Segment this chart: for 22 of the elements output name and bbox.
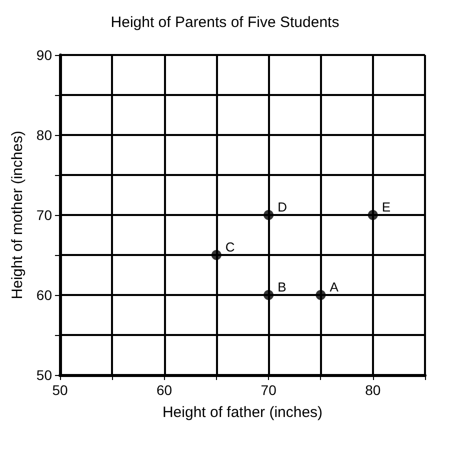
annotation: C: [225, 240, 235, 254]
x-tick-label: 80: [365, 382, 381, 398]
point: [211, 250, 222, 260]
annotation: A: [330, 280, 339, 294]
annotation: B: [278, 280, 286, 294]
chart-title: Height of Parents of Five Students: [110, 14, 340, 31]
y-tick-label: 70: [36, 207, 52, 223]
annotation: E: [382, 200, 391, 214]
y-tick-label: 50: [36, 367, 52, 383]
x-tick-label: 60: [156, 382, 172, 398]
x-tick-label: 50: [52, 382, 68, 398]
y-tick-label: 60: [36, 287, 52, 303]
y-tick-label: 80: [36, 127, 52, 143]
x-tick-label: 70: [260, 382, 277, 398]
point: [264, 290, 274, 300]
annotation: D: [278, 200, 287, 214]
y-tick-label: 90: [36, 47, 52, 63]
point: [264, 210, 274, 220]
x-axis-title: Height of father (inches): [162, 404, 323, 421]
point: [368, 210, 378, 220]
point: [316, 290, 326, 300]
y-axis-title: Height of mother (inches): [9, 130, 26, 300]
